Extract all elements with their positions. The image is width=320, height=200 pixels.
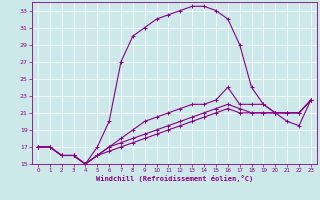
X-axis label: Windchill (Refroidissement éolien,°C): Windchill (Refroidissement éolien,°C) bbox=[96, 175, 253, 182]
